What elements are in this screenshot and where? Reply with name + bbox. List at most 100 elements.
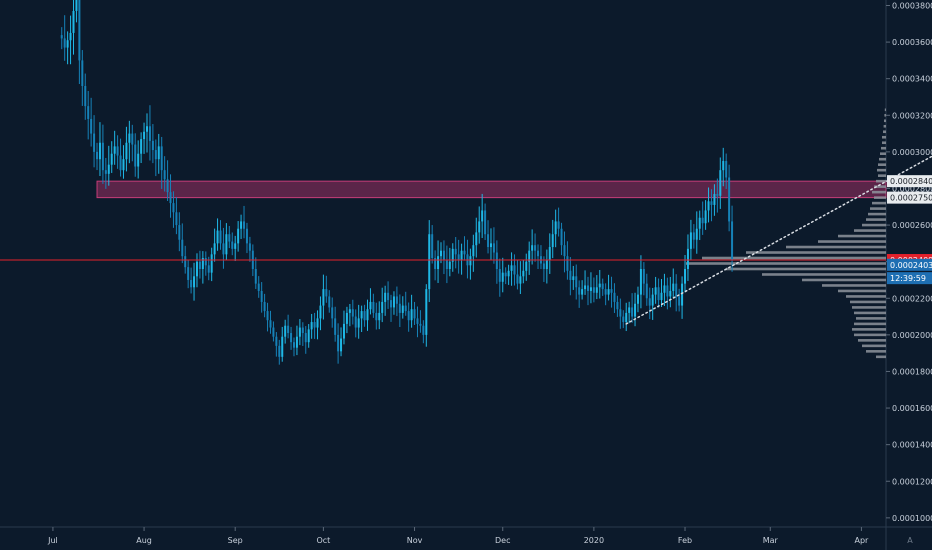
candle[interactable] [293,342,295,348]
candle[interactable] [425,289,428,335]
price-tag[interactable] [887,175,932,188]
candle[interactable] [210,254,213,273]
candle[interactable] [263,301,266,312]
candle[interactable] [631,307,634,317]
candle[interactable] [328,296,331,308]
candle[interactable] [398,303,401,313]
candle[interactable] [534,245,537,251]
candle[interactable] [545,259,548,269]
candle[interactable] [104,170,107,174]
candle[interactable] [304,333,307,343]
candle[interactable] [334,318,337,335]
candle[interactable] [457,254,460,260]
candle[interactable] [93,133,96,152]
candle[interactable] [636,294,639,304]
candle[interactable] [666,285,669,297]
candle[interactable] [598,283,601,288]
candle[interactable] [378,312,381,321]
candle[interactable] [401,305,404,313]
candle[interactable] [472,245,475,257]
candle[interactable] [434,258,437,269]
candle[interactable] [307,329,310,343]
candle[interactable] [654,287,657,295]
candle[interactable] [531,245,534,251]
candle[interactable] [695,228,698,240]
candle[interactable] [639,268,642,295]
candle[interactable] [460,250,463,260]
candle[interactable] [375,312,378,321]
candle[interactable] [478,221,481,233]
candle[interactable] [195,261,198,277]
candle[interactable] [228,234,231,242]
candle[interactable] [116,146,119,156]
candle[interactable] [692,232,695,240]
candle[interactable] [107,164,110,174]
candle[interactable] [128,133,131,143]
candle[interactable] [143,131,146,140]
candle[interactable] [345,312,348,324]
candle[interactable] [395,296,398,304]
candle[interactable] [66,40,69,48]
candle[interactable] [566,256,569,271]
candle[interactable] [75,0,78,11]
candle[interactable] [140,139,143,154]
candle[interactable] [151,140,154,151]
candle[interactable] [78,0,81,61]
candle[interactable] [587,285,589,291]
candle[interactable] [648,298,651,306]
candle[interactable] [204,258,207,266]
candle[interactable] [416,318,419,324]
candle[interactable] [613,292,616,302]
candle[interactable] [90,118,93,134]
candle[interactable] [193,276,196,288]
candle[interactable] [684,268,687,284]
candle[interactable] [578,287,581,295]
candle[interactable] [557,221,560,229]
candle[interactable] [110,153,113,165]
candle[interactable] [384,292,387,302]
candle[interactable] [481,210,484,222]
price-tag[interactable] [887,272,932,285]
candle[interactable] [337,334,340,352]
candle[interactable] [160,146,163,171]
candle[interactable] [404,305,407,312]
candle[interactable] [310,322,313,330]
candle[interactable] [581,289,584,295]
candle[interactable] [348,309,351,313]
candle[interactable] [198,261,201,269]
candle[interactable] [113,146,116,154]
candle[interactable] [390,300,393,308]
candle[interactable] [645,283,648,299]
candle[interactable] [101,142,104,171]
candle[interactable] [245,228,248,244]
candle[interactable] [616,301,619,310]
candle[interactable] [725,161,728,178]
candle[interactable] [537,250,540,257]
candle[interactable] [178,225,181,240]
auto-scale-icon[interactable]: A [907,536,913,545]
candle[interactable] [340,338,343,352]
candle[interactable] [601,283,604,290]
candle[interactable] [87,106,90,119]
candle[interactable] [722,161,725,171]
candle[interactable] [731,221,734,260]
candle[interactable] [222,243,225,255]
candle[interactable] [484,210,487,235]
candle[interactable] [713,193,716,205]
candle[interactable] [287,325,290,334]
candle[interactable] [507,270,510,277]
candle[interactable] [313,322,316,328]
candle[interactable] [642,268,645,284]
candle[interactable] [284,325,287,337]
candle[interactable] [689,232,692,249]
candle[interactable] [269,320,272,328]
candle[interactable] [137,153,140,167]
candle[interactable] [184,256,187,268]
candle[interactable] [163,170,166,180]
candle[interactable] [213,243,216,255]
candle[interactable] [119,155,122,171]
candle[interactable] [698,217,701,229]
candle[interactable] [243,221,246,229]
candle[interactable] [592,287,595,293]
